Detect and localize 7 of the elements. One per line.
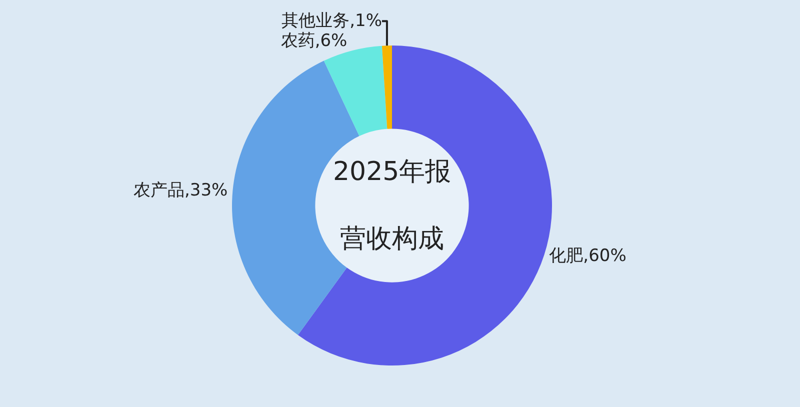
slice-label: 其他业务,1% (282, 11, 382, 32)
slice-label: 农药,6% (280, 31, 348, 52)
slice-label: 化肥,60% (549, 246, 626, 266)
text: 2025年报 (333, 157, 452, 187)
text: 营收构成 (340, 224, 444, 254)
donut-slice (382, 46, 392, 129)
slice-label: 农产品,33% (134, 180, 228, 200)
